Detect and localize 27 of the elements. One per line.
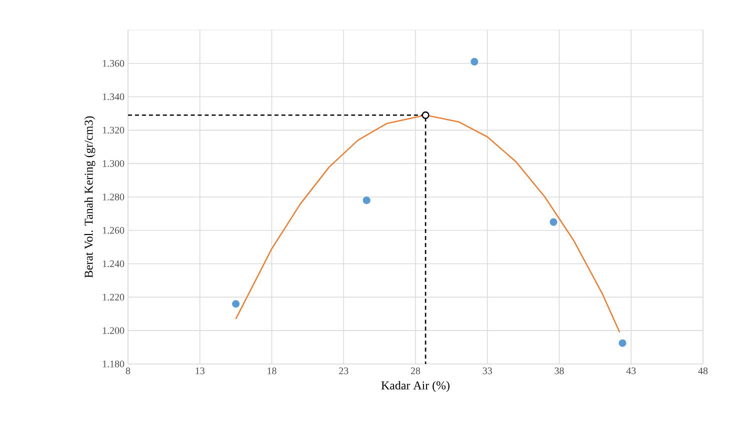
point [618, 339, 626, 347]
point [422, 111, 430, 119]
y-axis-title: Berat Vol. Tanah Kering (gr/cm3) [84, 116, 96, 278]
y-tick-label: 1.240 [102, 260, 124, 268]
point [550, 218, 558, 226]
point [232, 300, 240, 308]
y-tick-label: 1.180 [102, 360, 124, 368]
point [470, 58, 478, 66]
y-tick-label: 1.200 [102, 327, 124, 334]
y-tick-label: 1.220 [102, 294, 124, 301]
x-tick-label: 38 [554, 368, 564, 374]
x-tick-label: 8 [126, 368, 130, 374]
x-tick-label: 13 [196, 368, 204, 374]
x-tick-label: 43 [626, 368, 636, 374]
x-tick-label: 28 [410, 368, 420, 374]
y-tick-label: 1.260 [102, 227, 124, 234]
y-tick-label: 1.360 [102, 60, 124, 67]
x-tick-label: 18 [268, 368, 276, 374]
y-tick-label: 1.280 [102, 194, 124, 200]
y-tick-label: 1.320 [102, 126, 124, 134]
x-tick-label: 23 [339, 368, 348, 374]
x-axis-title: Kadar Air (%) [381, 381, 450, 392]
y-tick-label: 1.340 [102, 93, 124, 100]
x-tick-label: 48 [698, 368, 708, 374]
point [362, 196, 370, 204]
x-tick-label: 33 [482, 368, 492, 374]
y-tick-label: 1.300 [102, 160, 124, 167]
